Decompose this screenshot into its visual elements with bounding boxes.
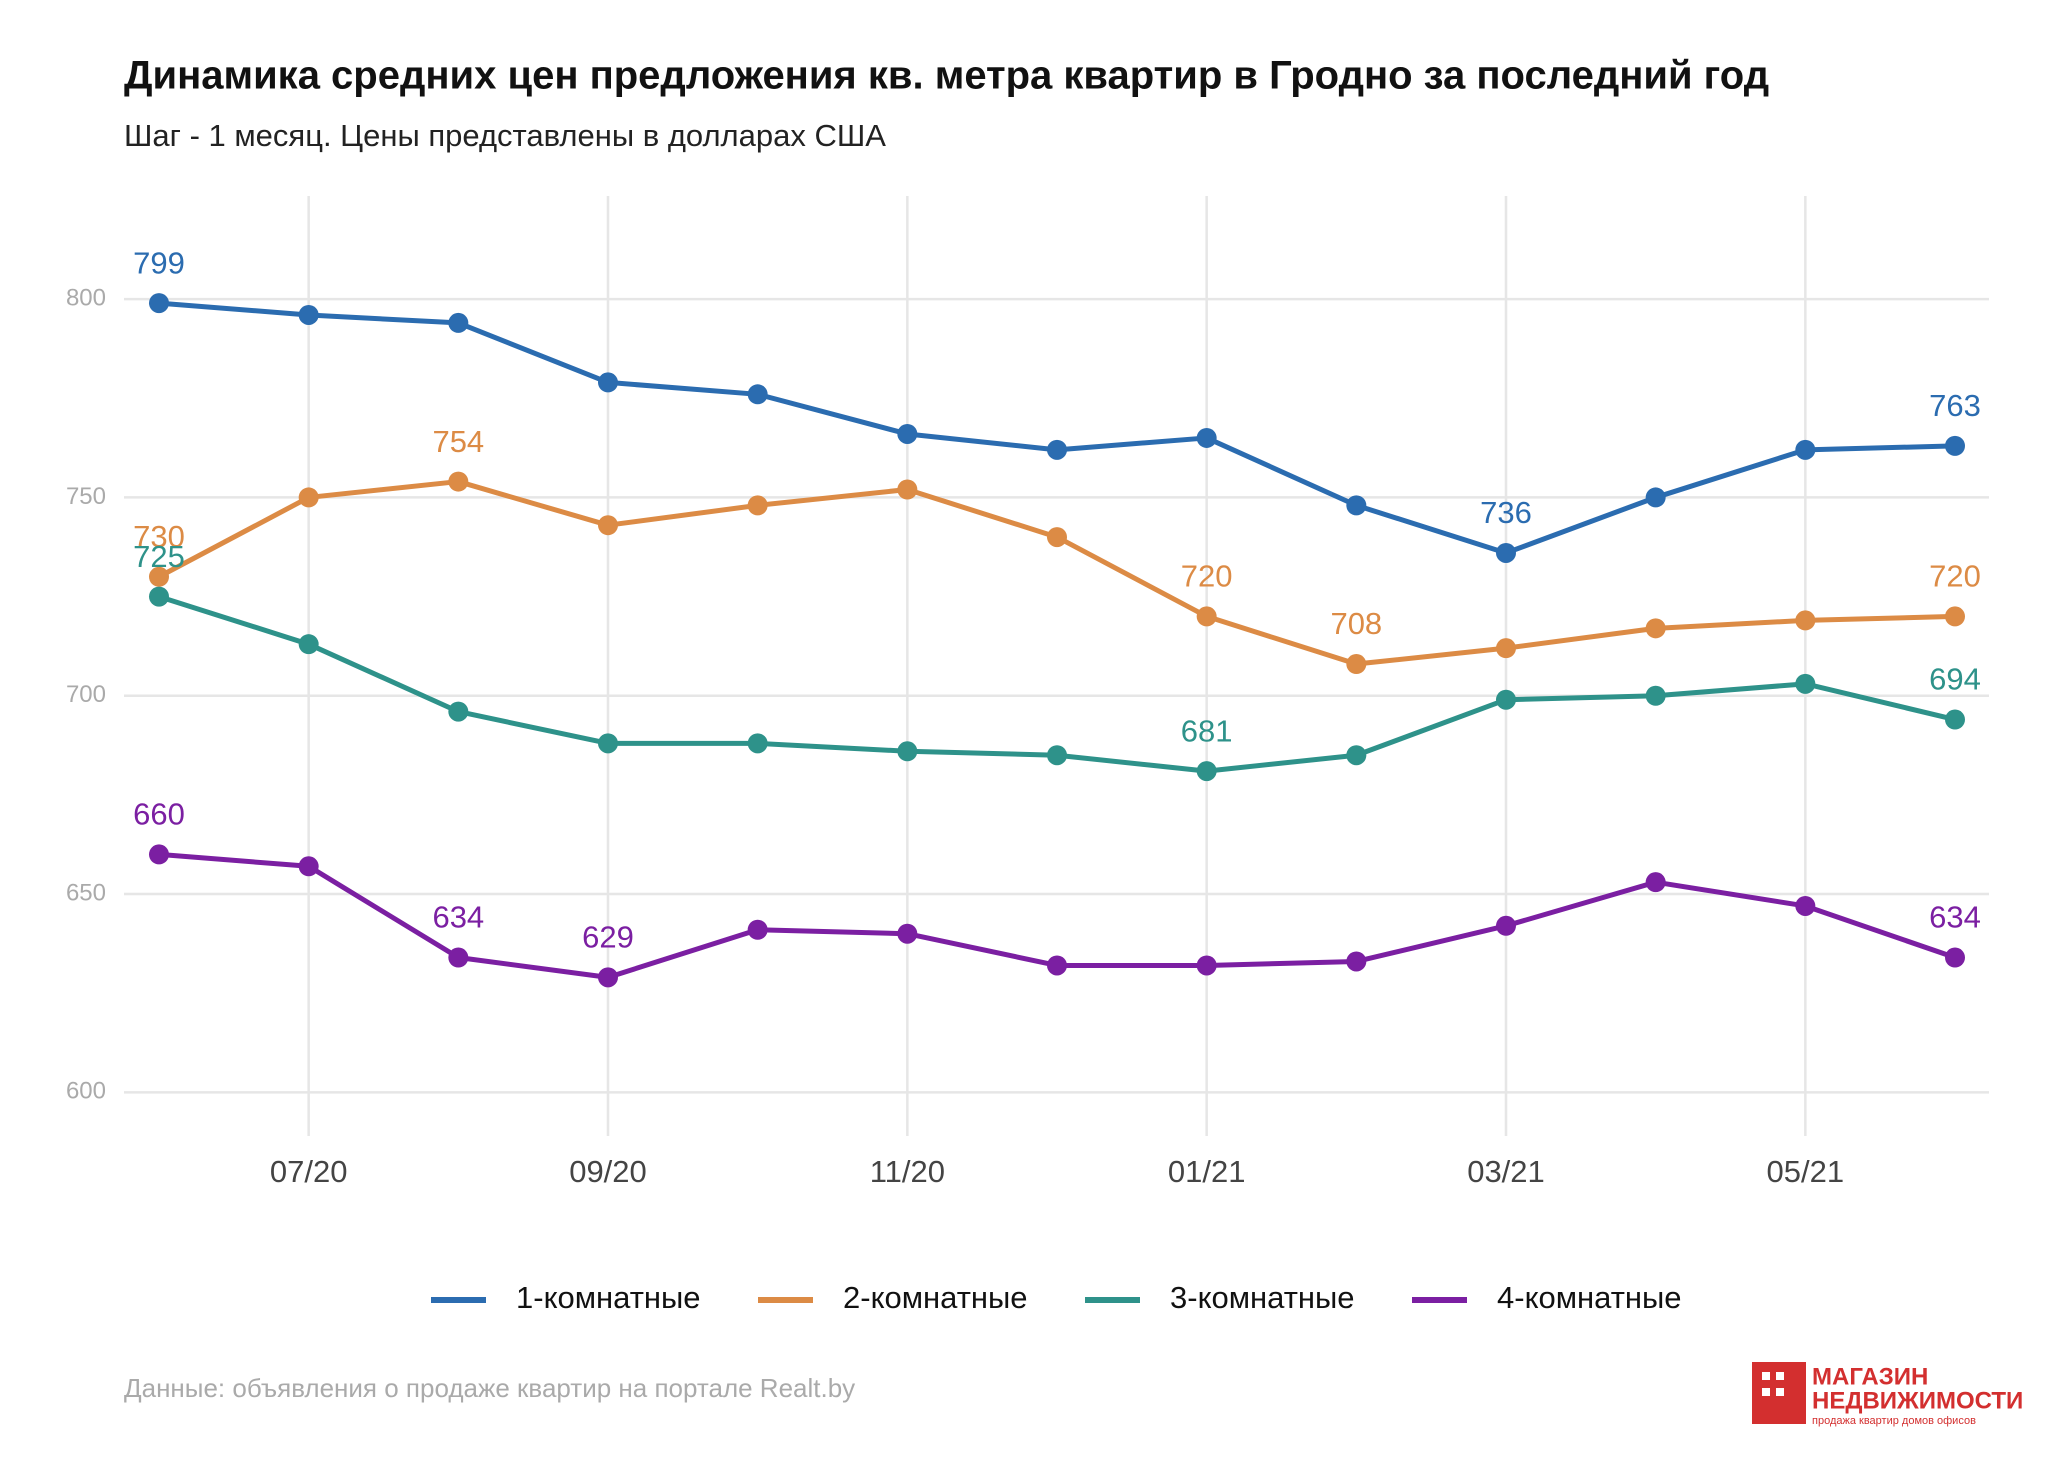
data-point xyxy=(1196,955,1217,976)
data-point xyxy=(1496,915,1516,936)
data-label: 681 xyxy=(1181,713,1233,748)
data-point xyxy=(1346,745,1367,766)
data-point xyxy=(598,733,618,754)
x-tick-label: 09/20 xyxy=(569,1154,647,1189)
y-tick-label: 600 xyxy=(66,1078,106,1105)
data-point xyxy=(448,312,469,333)
data-label: 799 xyxy=(133,245,185,280)
data-point xyxy=(1346,495,1367,516)
data-point xyxy=(747,495,768,516)
logo-window xyxy=(1762,1372,1770,1380)
series-line xyxy=(157,479,1956,667)
data-point xyxy=(897,479,918,500)
data-point xyxy=(1496,542,1516,563)
data-point xyxy=(598,372,618,393)
data-point xyxy=(1047,955,1067,976)
data-point xyxy=(298,856,319,877)
x-tick-label: 03/21 xyxy=(1467,1154,1545,1189)
data-point xyxy=(1196,606,1217,627)
data-point xyxy=(298,634,319,655)
data-label: 754 xyxy=(432,424,484,459)
x-tick-label: 05/21 xyxy=(1767,1154,1845,1189)
series-line xyxy=(158,594,1956,774)
y-tick-label: 650 xyxy=(66,879,106,906)
data-point xyxy=(897,923,918,944)
logo-text: НЕДВИЖИМОСТИ xyxy=(1812,1387,2023,1414)
data-point xyxy=(1645,487,1666,508)
data-point xyxy=(1645,618,1666,639)
series-line xyxy=(158,300,1956,556)
data-point xyxy=(298,304,319,325)
grid xyxy=(124,196,1989,1136)
data-label: 660 xyxy=(133,797,185,832)
data-label: 694 xyxy=(1929,662,1981,697)
legend-label: 3-комнатные xyxy=(1170,1280,1355,1315)
data-point xyxy=(1047,439,1067,460)
data-point xyxy=(1645,872,1666,893)
data-point xyxy=(1795,439,1816,460)
data-point xyxy=(1945,709,1965,730)
logo-text: МАГАЗИН xyxy=(1812,1363,1928,1390)
logo-window xyxy=(1776,1388,1784,1396)
data-point xyxy=(1795,673,1816,694)
data-label: 763 xyxy=(1929,388,1981,423)
data-label: 634 xyxy=(1929,900,1981,935)
data-point xyxy=(1047,745,1067,766)
x-tick-label: 11/20 xyxy=(870,1154,945,1189)
data-label: 730 xyxy=(133,519,185,554)
data-label: 634 xyxy=(432,900,484,935)
data-point xyxy=(1795,610,1816,631)
y-tick-label: 750 xyxy=(66,483,106,510)
data-point xyxy=(1945,606,1965,627)
data-point xyxy=(1945,947,1965,968)
data-point xyxy=(897,423,918,444)
data-point xyxy=(598,967,618,988)
data-point xyxy=(1196,761,1217,782)
x-tick-label: 01/21 xyxy=(1168,1154,1246,1189)
logo-window xyxy=(1776,1372,1784,1380)
data-point xyxy=(1047,527,1067,548)
data-label: 629 xyxy=(582,920,634,955)
legend-label: 1-комнатные xyxy=(516,1280,701,1315)
data-point xyxy=(1346,654,1367,675)
data-point xyxy=(1496,689,1516,710)
data-point xyxy=(747,733,768,754)
data-point xyxy=(448,471,469,492)
data-point xyxy=(1795,895,1816,916)
data-point xyxy=(298,487,319,508)
data-point xyxy=(149,566,169,587)
data-label: 708 xyxy=(1330,606,1382,641)
data-point xyxy=(149,586,169,607)
data-label: 720 xyxy=(1929,559,1981,594)
data-point xyxy=(1945,435,1965,456)
data-point xyxy=(149,293,169,314)
data-label: 720 xyxy=(1181,559,1233,594)
data-point xyxy=(1346,951,1367,972)
data-point xyxy=(747,384,768,405)
legend-label: 4-комнатные xyxy=(1497,1280,1682,1315)
data-label: 736 xyxy=(1480,495,1532,530)
data-label: 725 xyxy=(133,539,185,574)
logo-tagline: продажа квартир домов офисов xyxy=(1812,1415,1976,1427)
x-tick-label: 07/20 xyxy=(270,1154,348,1189)
data-point xyxy=(448,947,469,968)
source-note: Данные: объявления о продаже квартир на … xyxy=(124,1373,855,1403)
legend-label: 2-комнатные xyxy=(843,1280,1028,1315)
chart-title: Динамика средних цен предложения кв. мет… xyxy=(124,54,1769,98)
y-tick-label: 800 xyxy=(66,284,106,311)
data-point xyxy=(1645,685,1666,706)
y-tick-label: 700 xyxy=(66,681,106,708)
logo: МАГАЗИН НЕДВИЖИМОСТИ продажа квартир дом… xyxy=(1752,1362,2023,1427)
data-point xyxy=(149,844,169,865)
data-point xyxy=(747,919,768,940)
logo-window xyxy=(1762,1388,1770,1396)
data-point xyxy=(1496,638,1516,659)
chart-subtitle: Шаг - 1 месяц. Цены представлены в долла… xyxy=(124,118,886,153)
data-point xyxy=(1196,427,1217,448)
data-point xyxy=(598,515,618,536)
data-point xyxy=(897,741,918,762)
data-point xyxy=(448,701,469,722)
